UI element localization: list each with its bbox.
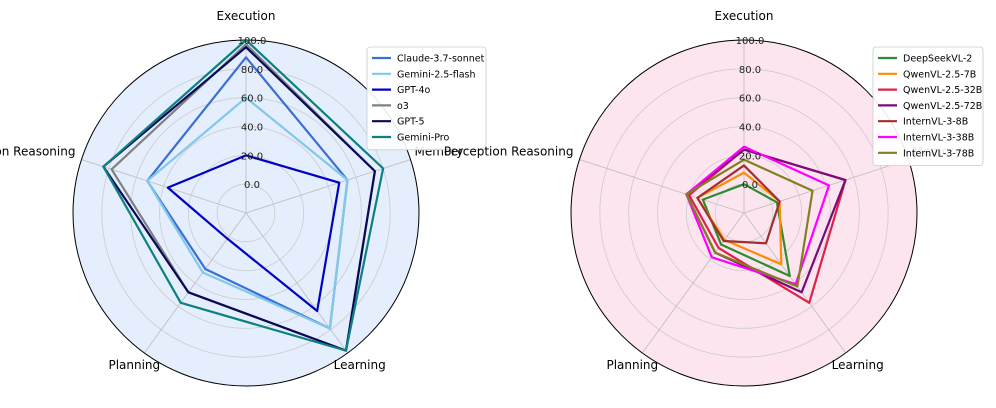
axis-label-planning: Planning — [606, 358, 658, 372]
legend: Claude-3.7-sonnet Gemini-2.5-flash GPT-4o o… — [366, 46, 487, 151]
axis-label-planning: Planning — [108, 358, 160, 372]
tick-label: 80.0 — [241, 65, 263, 76]
axis-spoke — [143, 212, 247, 354]
tick-label: 100.0 — [238, 36, 267, 47]
axis-label-execution: Execution — [715, 9, 774, 23]
series-line-gemini-pro — [102, 38, 385, 352]
axis-label-perception-reasoning: Perception Reasoning — [444, 145, 574, 159]
tick-label: 20.0 — [739, 151, 761, 162]
legend: DeepSeekVL-2 QwenVL-2.5-7B QwenVL-2.5-32B Q… — [872, 46, 984, 166]
tick-label: 20.0 — [241, 151, 263, 162]
series-line-deepseekvl-2 — [701, 183, 791, 278]
series-line-internvl-3-38b — [685, 145, 831, 286]
axis-label-learning: Learning — [832, 358, 884, 372]
axis-label-execution: Execution — [217, 9, 276, 23]
tick-label: 60.0 — [241, 94, 263, 105]
legend-entry-qwenvl-2-5-7b: QwenVL-2.5-7B — [903, 69, 976, 80]
tick-label: 100.0 — [736, 36, 765, 47]
legend-box — [366, 46, 487, 151]
axis-label-perception-reasoning: Perception Reasoning — [0, 145, 75, 159]
legend-entry-internvl-3-38b: InternVL-3-38B — [903, 133, 974, 144]
radar-chart-frontier-models: 0.020.040.060.080.0100.0ExecutionMemoryL… — [0, 9, 487, 387]
legend-entry-gpt-4o: GPT-4o — [397, 85, 430, 96]
axis-spoke — [579, 159, 745, 214]
series-line-internvl-3-78b — [685, 158, 814, 288]
axis-spoke — [641, 212, 745, 354]
legend-entry-gpt-5: GPT-5 — [397, 117, 425, 128]
legend-entry-internvl-3-78b: InternVL-3-78B — [903, 148, 974, 159]
axis-spoke — [743, 159, 909, 214]
legend-entry-qwenvl-2-5-32b: QwenVL-2.5-32B — [903, 85, 982, 96]
legend-box — [872, 46, 984, 166]
tick-label: 60.0 — [739, 94, 761, 105]
tick-label: 0.0 — [244, 180, 260, 191]
axis-spoke — [245, 212, 349, 354]
series-line-gpt-4o — [166, 154, 341, 313]
tick-label: 40.0 — [241, 123, 263, 134]
series-line-internvl-3-8b — [696, 164, 781, 245]
series-line-gemini-2-5-flash — [146, 96, 349, 330]
legend-entry-gemini-pro: Gemini-Pro — [397, 133, 449, 144]
legend-entry-o3: o3 — [397, 101, 409, 112]
legend-entry-claude-3-7-sonnet: Claude-3.7-sonnet — [397, 54, 485, 65]
tick-label: 80.0 — [739, 65, 761, 76]
legend-entry-deepseekvl-2: DeepSeekVL-2 — [903, 54, 972, 65]
tick-label: 0.0 — [742, 180, 758, 191]
legend-entry-qwenvl-2-5-72b: QwenVL-2.5-72B — [903, 101, 982, 112]
series-line-claude-3-7-sonnet — [146, 56, 349, 330]
legend-entry-internvl-3-8b: InternVL-3-8B — [903, 117, 968, 128]
axis-label-learning: Learning — [334, 358, 386, 372]
axis-spoke — [81, 159, 247, 214]
plot-frame — [570, 39, 918, 387]
legend-entry-gemini-2-5-flash: Gemini-2.5-flash — [397, 69, 476, 80]
radar-chart-open-models: 0.020.040.060.080.0100.0ExecutionMemoryL… — [444, 9, 984, 387]
tick-label: 40.0 — [739, 123, 761, 134]
